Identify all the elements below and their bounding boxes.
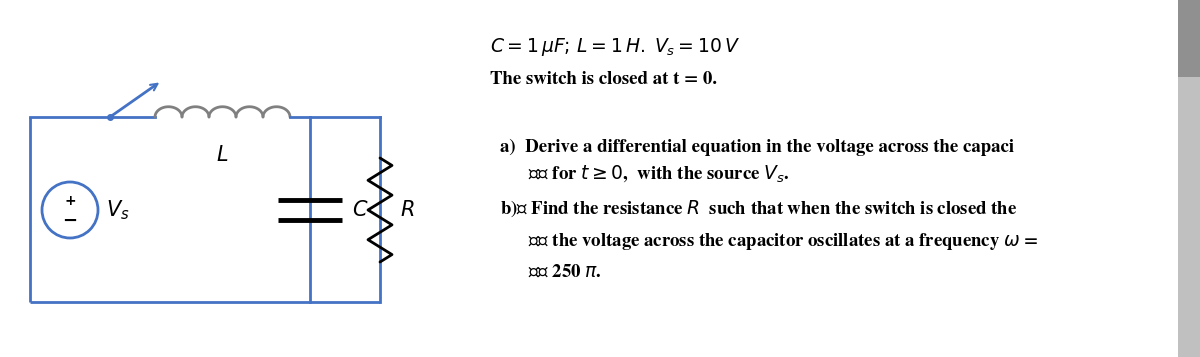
Text: −: − bbox=[62, 212, 78, 230]
Text: $R$: $R$ bbox=[400, 200, 414, 220]
Text: $C$: $C$ bbox=[352, 200, 368, 220]
Text: $C = 1\,\mu F;\, L = 1\,H.\; V_s = 10\,V$: $C = 1\,\mu F;\, L = 1\,H.\; V_s = 10\,V… bbox=[490, 36, 740, 58]
Text: 250 $\pi$.: 250 $\pi$. bbox=[528, 263, 602, 281]
Bar bbox=[1178, 0, 1200, 357]
Text: b)  Find the resistance $R$  such that when the switch is closed the: b) Find the resistance $R$ such that whe… bbox=[500, 199, 1018, 219]
Text: the voltage across the capacitor oscillates at a frequency $\omega$ =: the voltage across the capacitor oscilla… bbox=[528, 231, 1038, 252]
Text: a)  Derive a differential equation in the voltage across the capaci: a) Derive a differential equation in the… bbox=[500, 139, 1014, 156]
Text: $V_s$: $V_s$ bbox=[106, 198, 130, 222]
Bar bbox=[1178, 0, 1200, 77]
Text: for $t\geq 0$,  with the source $V_s$.: for $t\geq 0$, with the source $V_s$. bbox=[528, 164, 790, 184]
Text: $L$: $L$ bbox=[216, 145, 229, 165]
Text: +: + bbox=[64, 194, 76, 208]
Text: The switch is closed at t = 0.: The switch is closed at t = 0. bbox=[490, 70, 718, 87]
